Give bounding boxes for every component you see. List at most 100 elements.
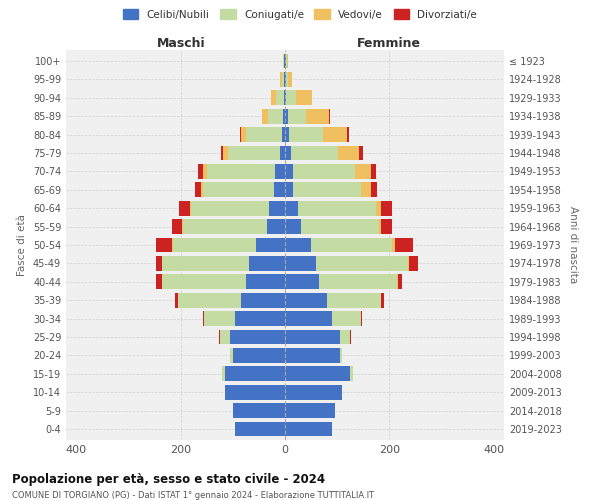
Bar	[285, 128, 289, 142]
Bar	[239, 128, 241, 142]
Bar	[173, 238, 256, 252]
Bar	[276, 90, 284, 105]
Bar	[163, 256, 248, 271]
Bar	[395, 238, 413, 252]
Bar	[178, 293, 241, 308]
Bar	[203, 311, 204, 326]
Bar	[221, 146, 223, 160]
Bar	[340, 348, 343, 362]
Bar	[311, 238, 392, 252]
Bar	[223, 366, 225, 381]
Bar	[286, 72, 288, 87]
Bar	[203, 182, 274, 197]
Bar	[287, 109, 306, 124]
Bar	[285, 164, 293, 179]
Bar	[235, 422, 285, 436]
Bar	[204, 311, 235, 326]
Bar	[293, 182, 361, 197]
Bar	[203, 164, 207, 179]
Bar	[288, 72, 292, 87]
Bar	[219, 330, 220, 344]
Bar	[338, 146, 359, 160]
Text: Popolazione per età, sesso e stato civile - 2024: Popolazione per età, sesso e stato civil…	[12, 472, 325, 486]
Bar	[175, 293, 178, 308]
Bar	[376, 201, 382, 216]
Bar	[230, 348, 233, 362]
Bar	[323, 128, 347, 142]
Bar	[262, 109, 268, 124]
Bar	[190, 201, 191, 216]
Bar	[283, 72, 284, 87]
Legend: Celibi/Nubili, Coniugati/e, Vedovi/e, Divorziati/e: Celibi/Nubili, Coniugati/e, Vedovi/e, Di…	[119, 5, 481, 24]
Bar	[233, 348, 285, 362]
Bar	[289, 128, 323, 142]
Bar	[285, 330, 340, 344]
Bar	[285, 311, 332, 326]
Bar	[172, 219, 182, 234]
Bar	[223, 146, 227, 160]
Bar	[332, 311, 361, 326]
Bar	[184, 219, 267, 234]
Bar	[285, 348, 340, 362]
Bar	[306, 109, 329, 124]
Bar	[371, 182, 377, 197]
Bar	[207, 164, 275, 179]
Bar	[225, 366, 285, 381]
Bar	[271, 90, 276, 105]
Bar	[280, 72, 283, 87]
Bar	[301, 219, 379, 234]
Bar	[200, 182, 203, 197]
Bar	[371, 164, 376, 179]
Bar	[329, 109, 331, 124]
Text: Femmine: Femmine	[357, 37, 421, 50]
Bar	[285, 201, 298, 216]
Bar	[156, 238, 172, 252]
Bar	[163, 274, 246, 289]
Bar	[268, 109, 283, 124]
Bar	[347, 128, 349, 142]
Bar	[241, 128, 246, 142]
Bar	[296, 90, 312, 105]
Bar	[293, 164, 355, 179]
Bar	[220, 330, 230, 344]
Text: Maschi: Maschi	[157, 37, 205, 50]
Bar	[285, 219, 301, 234]
Bar	[285, 403, 335, 418]
Y-axis label: Anni di nascita: Anni di nascita	[568, 206, 578, 284]
Bar	[283, 109, 285, 124]
Bar	[269, 201, 285, 216]
Bar	[179, 201, 190, 216]
Bar	[361, 182, 371, 197]
Bar	[285, 366, 350, 381]
Bar	[235, 311, 285, 326]
Bar	[382, 293, 384, 308]
Bar	[407, 256, 409, 271]
Bar	[379, 219, 382, 234]
Bar	[280, 146, 285, 160]
Bar	[256, 238, 285, 252]
Bar	[286, 90, 296, 105]
Bar	[285, 274, 319, 289]
Bar	[267, 219, 285, 234]
Bar	[382, 219, 392, 234]
Bar	[398, 274, 402, 289]
Bar	[248, 256, 285, 271]
Bar	[382, 201, 392, 216]
Bar	[199, 164, 203, 179]
Bar	[285, 238, 311, 252]
Y-axis label: Fasce di età: Fasce di età	[17, 214, 27, 276]
Bar	[361, 311, 362, 326]
Bar	[233, 403, 285, 418]
Bar	[340, 330, 350, 344]
Bar	[246, 128, 283, 142]
Bar	[172, 238, 173, 252]
Bar	[284, 90, 285, 105]
Bar	[409, 256, 418, 271]
Bar	[285, 422, 332, 436]
Bar	[275, 164, 285, 179]
Bar	[227, 146, 280, 160]
Bar	[316, 256, 407, 271]
Text: COMUNE DI TORGIANO (PG) - Dati ISTAT 1° gennaio 2024 - Elaborazione TUTTITALIA.I: COMUNE DI TORGIANO (PG) - Dati ISTAT 1° …	[12, 491, 374, 500]
Bar	[230, 330, 285, 344]
Bar	[285, 293, 327, 308]
